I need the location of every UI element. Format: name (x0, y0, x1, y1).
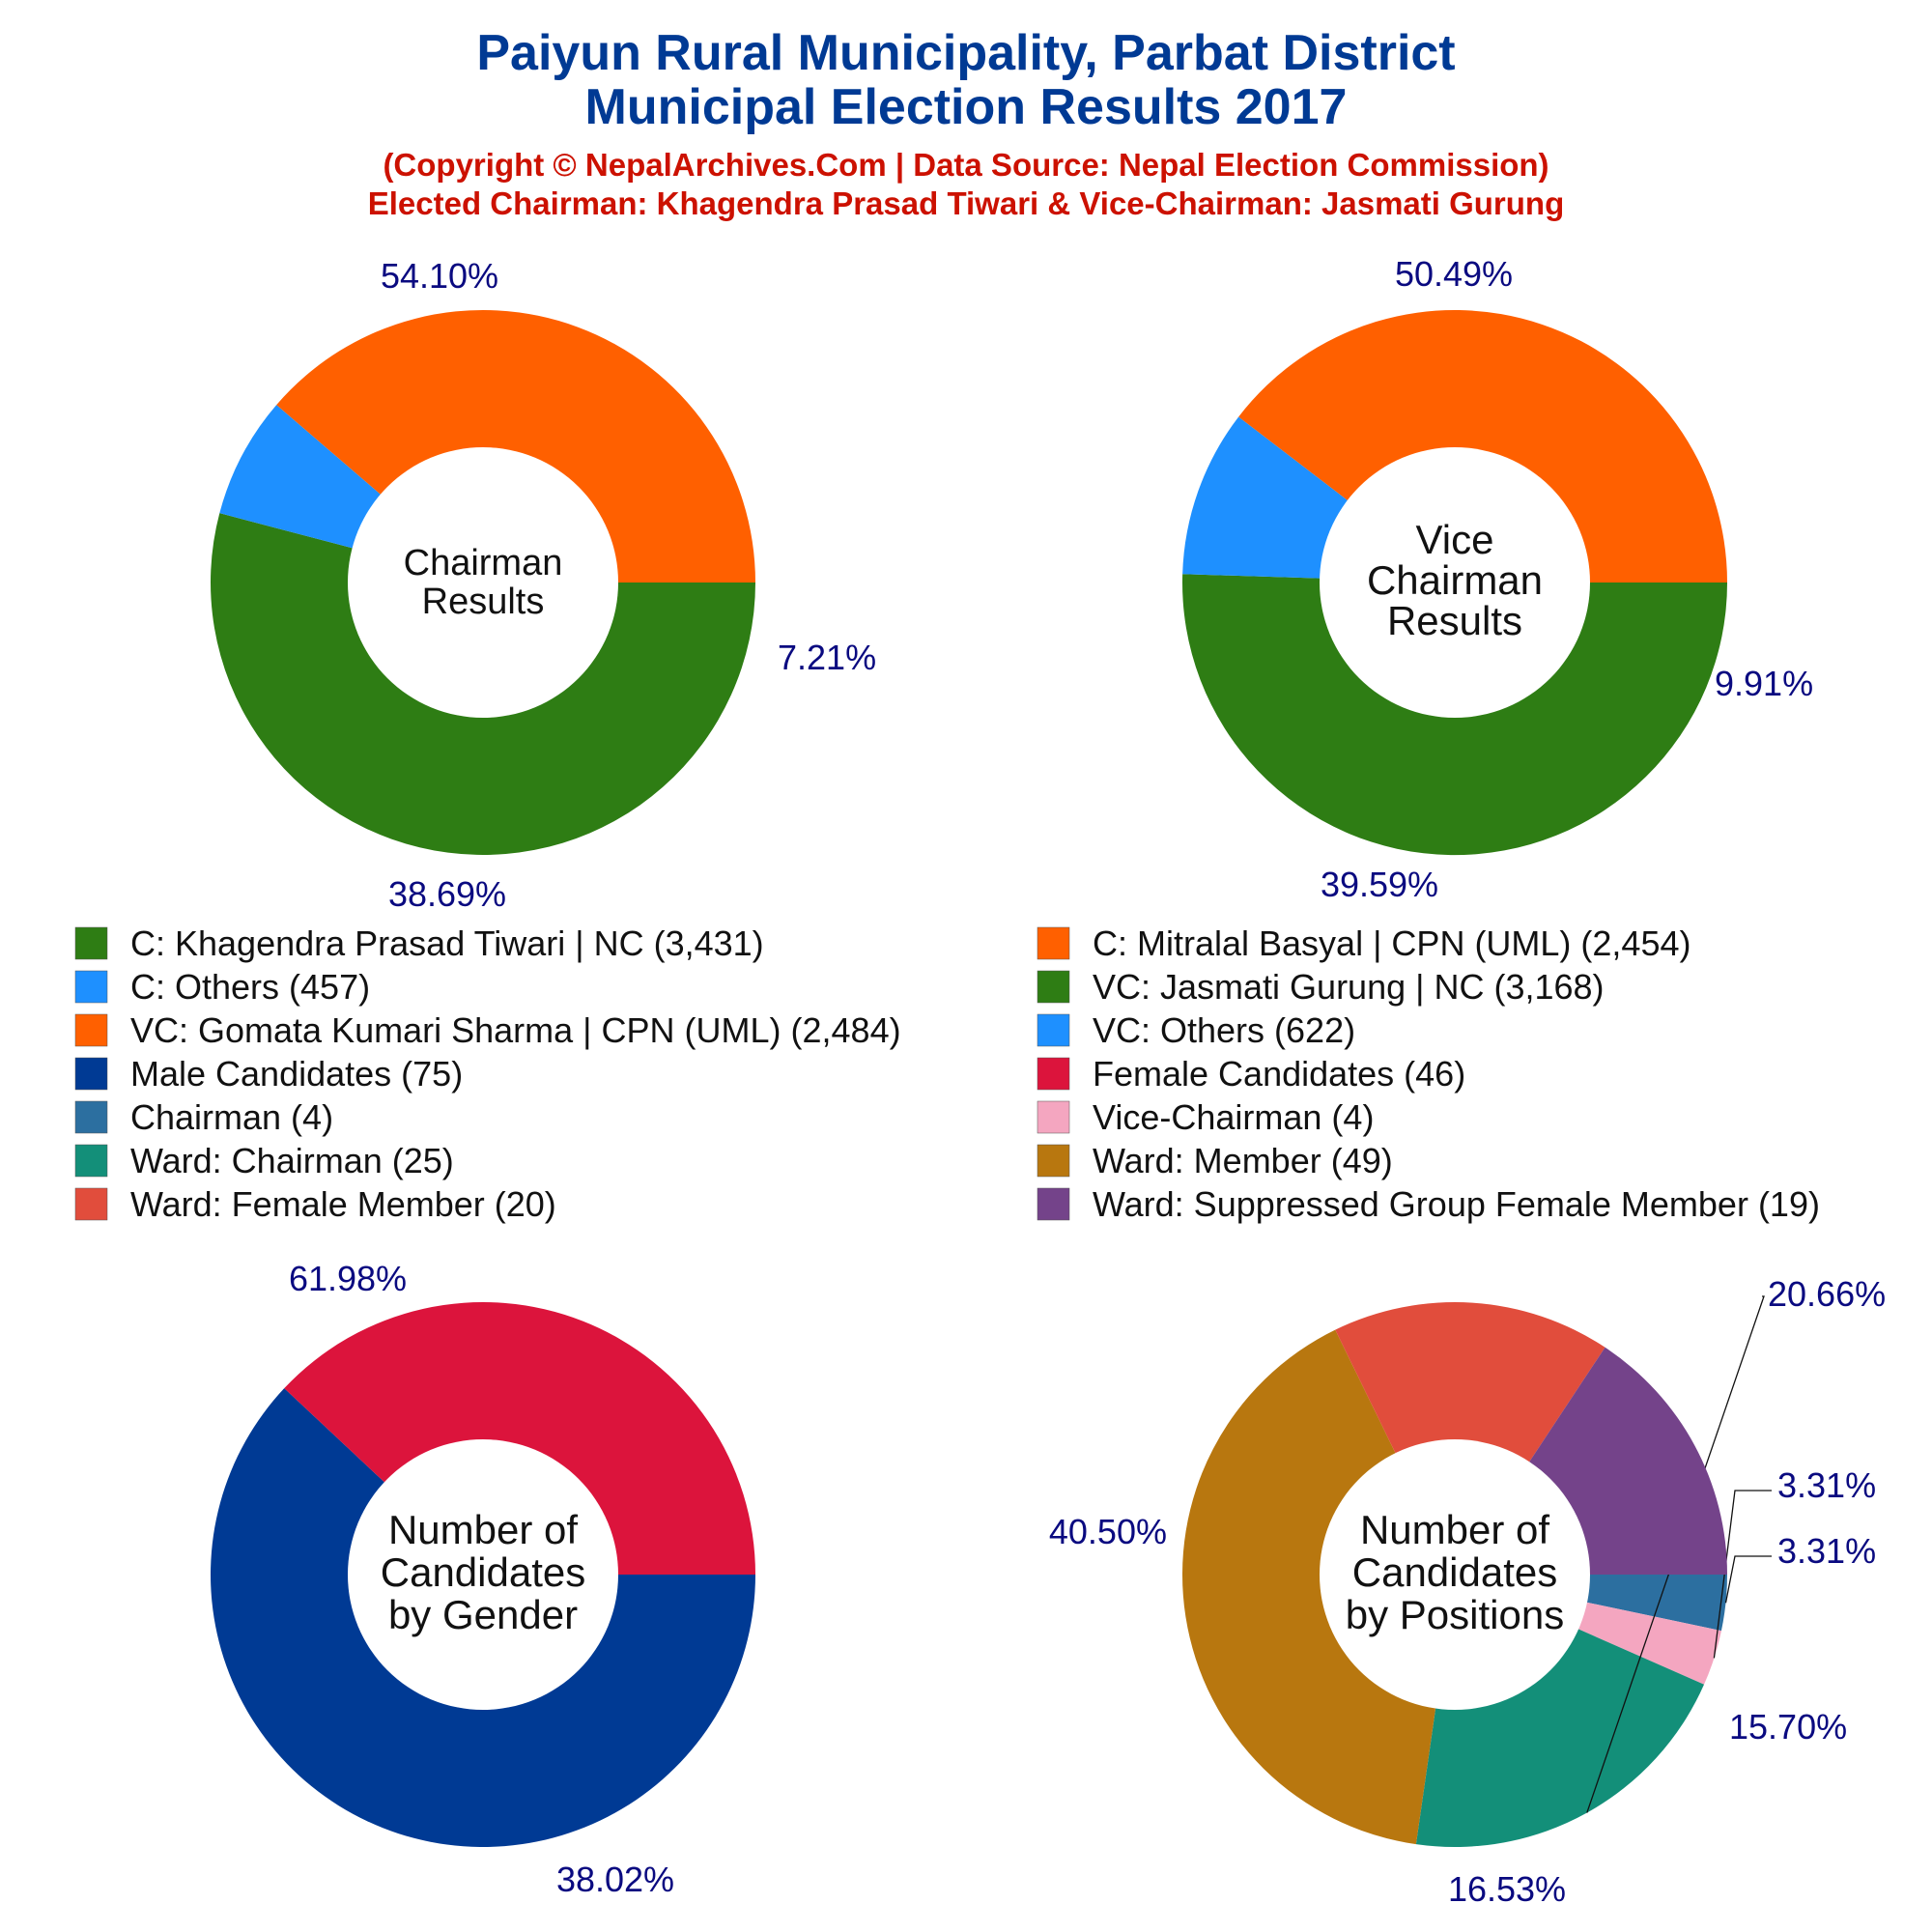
legend-item: VC: Jasmati Gurung | NC (3,168) (1037, 967, 1605, 1007)
legend-label: VC: Jasmati Gurung | NC (3,168) (1093, 967, 1605, 1007)
donut-center-label: Results (422, 582, 545, 622)
legend-swatch (74, 1013, 108, 1047)
slice-percent-label: 38.02% (556, 1860, 674, 1899)
chart-title-line1: Paiyun Rural Municipality, Parbat Distri… (476, 25, 1455, 81)
legend-swatch (1037, 1144, 1070, 1178)
legend-swatch (74, 1187, 108, 1221)
slice-percent-label: 3.31% (1777, 1465, 1876, 1505)
slice-percent-label: 54.10% (381, 256, 498, 296)
donut-center-label: by Gender (388, 1592, 578, 1637)
legend-swatch (74, 1057, 108, 1091)
slice-percent-label: 40.50% (1049, 1512, 1167, 1551)
legend-label: Female Candidates (46) (1093, 1054, 1465, 1094)
legend-item: Ward: Female Member (20) (74, 1184, 556, 1224)
legend-label: Male Candidates (75) (130, 1054, 463, 1094)
slice-percent-label: 20.66% (1768, 1274, 1886, 1314)
legend-item: VC: Others (622) (1037, 1010, 1355, 1050)
legend-label: C: Others (457) (130, 967, 370, 1007)
legend-swatch (74, 1100, 108, 1134)
legend-label: Ward: Member (49) (1093, 1141, 1393, 1180)
legend-item: Ward: Member (49) (1037, 1141, 1393, 1180)
donut-center-label: Number of (388, 1507, 578, 1552)
legend-item: VC: Gomata Kumari Sharma | CPN (UML) (2,… (74, 1010, 901, 1050)
legend-label: Vice-Chairman (4) (1093, 1097, 1374, 1137)
donut-center-label: Chairman (404, 543, 563, 583)
donut-hole (348, 1439, 618, 1710)
legend-label: C: Mitralal Basyal | CPN (UML) (2,454) (1093, 923, 1691, 963)
legend-item: Male Candidates (75) (74, 1054, 463, 1094)
donut-center-label: Results (1387, 598, 1522, 643)
leader-line (1586, 1295, 1765, 1813)
legend-swatch (1037, 1100, 1070, 1134)
legend-label: Ward: Female Member (20) (130, 1184, 556, 1224)
donut-center-label: Candidates (381, 1549, 585, 1595)
slice-percent-label: 39.59% (1321, 865, 1438, 904)
leader-line (1713, 1490, 1772, 1659)
slice-percent-label: 38.69% (388, 874, 506, 914)
legend-label: Ward: Chairman (25) (130, 1141, 454, 1180)
chart-title-line2: Municipal Election Results 2017 (585, 79, 1348, 135)
legend-item: C: Mitralal Basyal | CPN (UML) (2,454) (1037, 923, 1691, 963)
legend-swatch (1037, 970, 1070, 1004)
legend-item: Female Candidates (46) (1037, 1054, 1465, 1094)
legend-label: C: Khagendra Prasad Tiwari | NC (3,431) (130, 923, 764, 963)
donut-chart-4: 3.31% 3.31% 20.66% 40.50% 16.53% 15.70% Number… (1049, 1274, 1886, 1909)
slice-percent-label: 9.91% (1715, 664, 1813, 703)
donut-hole (1320, 1439, 1590, 1710)
legend-item: Chairman (4) (74, 1097, 333, 1137)
legend-label: VC: Others (622) (1093, 1010, 1355, 1050)
legend-item: Vice-Chairman (4) (1037, 1097, 1374, 1137)
donut-hole (348, 447, 618, 718)
chart-subtitle-line2: Elected Chairman: Khagendra Prasad Tiwar… (368, 185, 1564, 221)
donut-charts: 54.10%7.21%38.69%ChairmanResults50.49%9.… (210, 254, 1886, 1909)
slice-percent-label: 15.70% (1729, 1707, 1847, 1747)
donut-center-label: Chairman (1367, 557, 1543, 603)
legend-swatch (1037, 1057, 1070, 1091)
legend-swatch (1037, 926, 1070, 960)
legend: C: Khagendra Prasad Tiwari | NC (3,431) C… (74, 923, 1820, 1224)
legend-item: C: Others (457) (74, 967, 370, 1007)
legend-item: Ward: Suppressed Group Female Member (19… (1037, 1184, 1820, 1224)
legend-label: VC: Gomata Kumari Sharma | CPN (UML) (2,… (130, 1010, 901, 1050)
pie-slice (1335, 1301, 1605, 1575)
leader-line (1724, 1555, 1772, 1604)
pie-slice (284, 1301, 755, 1575)
legend-item: C: Khagendra Prasad Tiwari | NC (3,431) (74, 923, 764, 963)
legend-swatch (74, 1144, 108, 1178)
legend-swatch (1037, 1013, 1070, 1047)
slice-percent-label: 61.98% (289, 1259, 407, 1298)
legend-swatch (74, 970, 108, 1004)
slice-percent-label: 50.49% (1395, 254, 1513, 294)
slice-percent-label: 7.21% (778, 638, 876, 677)
legend-label: Ward: Suppressed Group Female Member (19… (1093, 1184, 1820, 1224)
legend-swatch (1037, 1187, 1070, 1221)
legend-label: Chairman (4) (130, 1097, 333, 1137)
legend-item: Ward: Chairman (25) (74, 1141, 454, 1180)
donut-center-label: Candidates (1352, 1549, 1557, 1595)
donut-center-label: Number of (1360, 1507, 1549, 1552)
chart-subtitle-line1: (Copyright © NepalArchives.Com | Data So… (383, 147, 1548, 183)
slice-percent-label: 3.31% (1777, 1531, 1876, 1571)
slice-percent-label: 16.53% (1448, 1869, 1566, 1909)
pie-slice (1238, 309, 1727, 582)
donut-hole (1320, 447, 1590, 718)
donut-center-label: by Positions (1346, 1592, 1564, 1637)
legend-swatch (74, 926, 108, 960)
donut-center-label: Vice (1416, 517, 1494, 562)
pie-slice (276, 310, 755, 582)
